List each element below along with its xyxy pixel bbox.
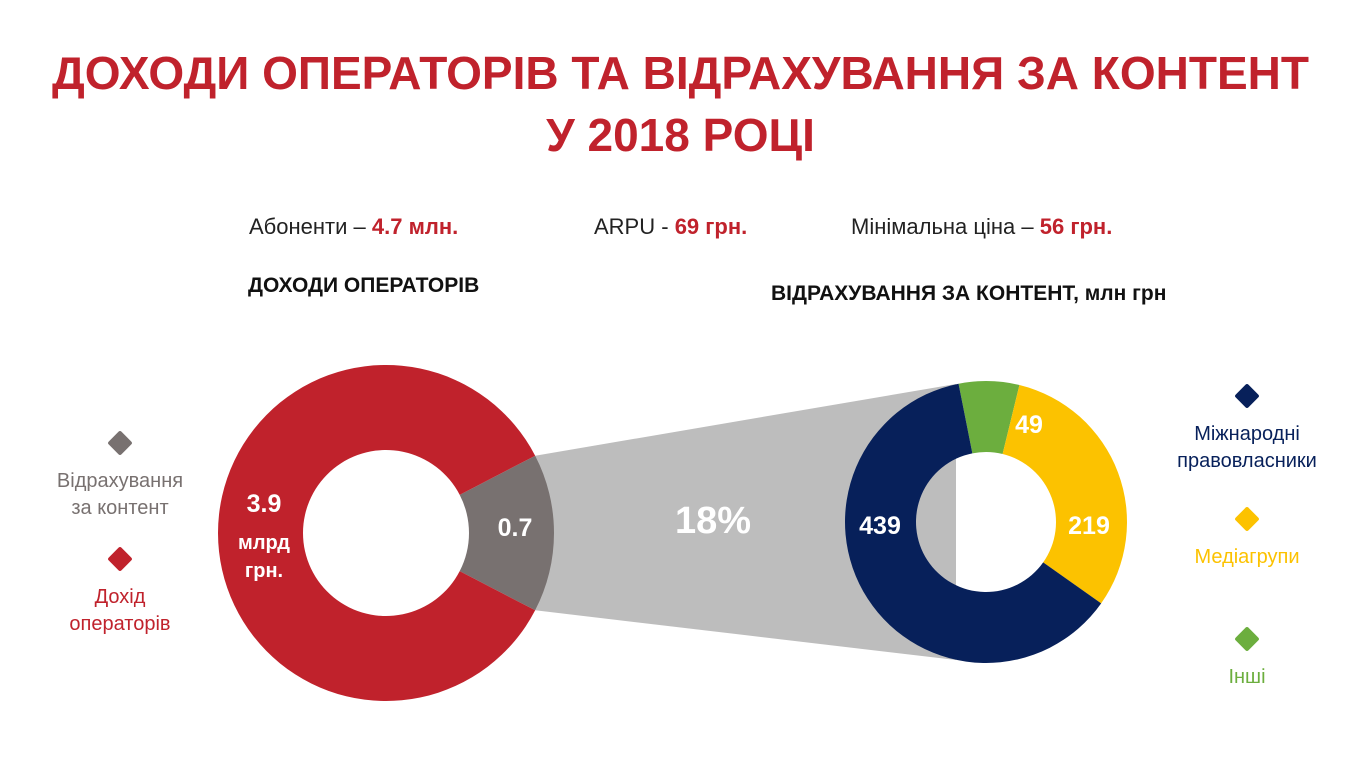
legend-item-others: Інші: [1157, 626, 1337, 691]
slice-label-operator-income-unit1: млрд: [238, 532, 290, 554]
slice-label-content-fees: 0.7: [498, 514, 533, 542]
slice-label-international: 439: [859, 512, 901, 540]
stat-min-price-label: Мінімальна ціна –: [851, 214, 1040, 239]
stat-arpu-label: ARPU -: [594, 214, 675, 239]
legend-label-operator-income-line1: Дохід: [94, 586, 146, 608]
legend-diamond-green-icon: [1234, 626, 1260, 652]
slice-operator-income: [218, 365, 536, 701]
page-title: ДОХОДИ ОПЕРАТОРІВ ТА ВІДРАХУВАННЯ ЗА КОН…: [0, 42, 1361, 166]
connector-percent-label: 18%: [675, 500, 751, 542]
right-donut: [844, 381, 1127, 663]
title-line-1: ДОХОДИ ОПЕРАТОРІВ ТА ВІДРАХУВАННЯ ЗА КОН…: [52, 47, 1309, 99]
legend-item-international: Міжнародні правовласники: [1157, 383, 1337, 475]
stat-arpu: ARPU - 69 грн.: [594, 214, 747, 240]
legend-diamond-gray-icon: [107, 430, 133, 456]
legend-diamond-navy-icon: [1234, 383, 1260, 409]
legend-diamond-yellow-icon: [1234, 506, 1260, 532]
slice-content-fees: [459, 455, 555, 611]
stat-min-price: Мінімальна ціна – 56 грн.: [851, 214, 1112, 240]
slice-media-groups: [1002, 385, 1127, 604]
stat-subscribers-value: 4.7 млн.: [371, 214, 459, 239]
stat-subscribers-label: Абоненти –: [249, 214, 372, 239]
legend-label-content-fees-line1: Відрахування: [56, 470, 184, 492]
legend-diamond-red-icon: [107, 546, 133, 572]
right-chart-title: ВІДРАХУВАННЯ ЗА КОНТЕНТ, млн грн: [771, 282, 1167, 305]
stat-subscribers: Абоненти – 4.7 млн.: [249, 214, 458, 240]
legend-item-content-fees: Відрахування за контент: [30, 430, 210, 522]
stat-min-price-value: 56 грн.: [1039, 214, 1113, 239]
legend-label-media-groups: Медіагрупи: [1194, 546, 1300, 568]
connector-band: [535, 384, 956, 660]
slice-label-others: 49: [1015, 411, 1043, 439]
legend-label-content-fees-line2: за контент: [71, 497, 169, 519]
legend-label-international-line1: Міжнародні: [1194, 423, 1300, 445]
legend-item-operator-income: Дохід операторів: [30, 546, 210, 638]
legend-label-others: Інші: [1228, 666, 1266, 688]
legend-label-international-line2: правовласники: [1177, 450, 1317, 472]
slice-others: [958, 381, 1020, 454]
slice-label-operator-income-unit2: грн.: [245, 560, 283, 582]
legend-item-media-groups: Медіагрупи: [1157, 506, 1337, 571]
title-line-2: У 2018 РОЦІ: [546, 109, 815, 161]
stat-arpu-value: 69 грн.: [674, 214, 748, 239]
left-chart-title: ДОХОДИ ОПЕРАТОРІВ: [248, 274, 480, 297]
slice-international: [844, 383, 1102, 663]
slice-label-operator-income-value: 3.9: [247, 490, 282, 518]
slice-label-media-groups: 219: [1068, 512, 1110, 540]
legend-label-operator-income-line2: операторів: [69, 613, 171, 635]
left-donut: [218, 365, 555, 701]
